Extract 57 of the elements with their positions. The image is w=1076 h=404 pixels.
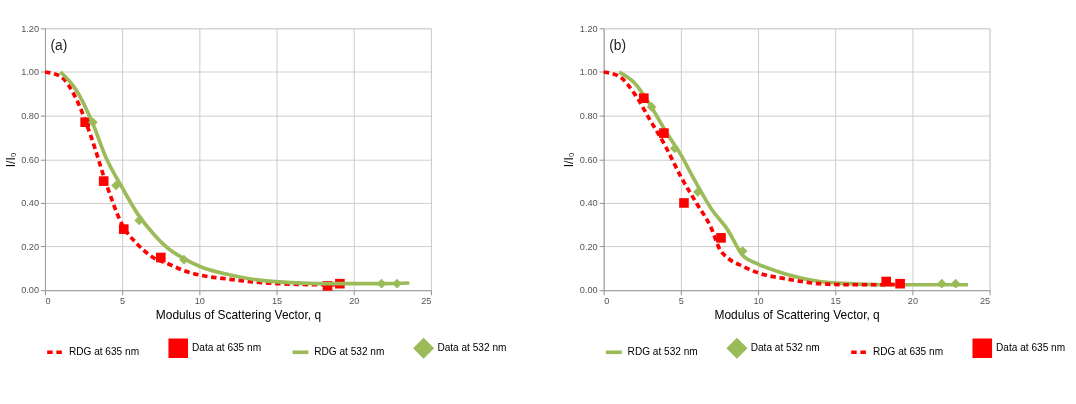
annotation: (b) [609,38,627,54]
point [646,102,657,112]
y-tick-label: 0.00 [21,285,40,296]
y-tick-label: 0.40 [21,198,40,209]
x-tick-label: 0 [604,296,610,307]
x-tick-label: 0 [45,296,51,307]
y-tick-label: 0.80 [579,110,598,121]
y-tick-label: 0.20 [579,241,598,252]
y-tick-label: 0.40 [579,198,598,209]
y-tick-label: 1.00 [21,67,40,78]
legend-label: RDG at 635 nm [872,346,944,358]
x-tick-label: 5 [120,296,126,307]
point [111,180,121,191]
point [950,278,961,289]
annotation: (a) [50,38,68,54]
x-tick-label: 10 [194,296,205,307]
legend-label: Data at 635 nm [996,342,1066,354]
x-tick-label: 5 [678,296,684,307]
point [155,252,166,263]
point [392,278,402,289]
y-axis-title: I/I₀ [562,152,577,168]
point [936,278,947,289]
point [80,117,90,128]
legend-label: RDG at 532 nm [627,346,698,358]
x-tick-label: 15 [271,296,283,307]
x-axis-title: Modulus of Scattering Vector, q [155,308,322,323]
point [659,128,669,138]
legend-label: RDG at 635 nm [68,346,140,358]
line-series [617,70,970,287]
point [179,254,189,265]
point [639,93,649,104]
y-tick-label: 1.20 [21,23,40,34]
y-tick-label: 0.80 [21,110,40,121]
y-tick-label: 1.00 [579,67,598,78]
point [881,276,892,287]
y-axis-title: I/I₀ [3,152,18,168]
legend-label: Data at 635 nm [192,342,262,354]
legend-label: Data at 532 nm [437,342,507,354]
y-tick-label: 0.60 [579,154,598,165]
legend-label: RDG at 532 nm [314,346,385,358]
x-tick-label: 20 [907,296,918,307]
x-tick-label: 25 [421,296,432,307]
x-tick-label: 15 [830,296,841,307]
point [118,224,129,234]
point [895,278,905,289]
y-tick-label: 0.00 [579,285,598,296]
point [716,233,726,243]
x-tick-label: 10 [753,296,764,307]
legend-label: Data at 532 nm [750,342,820,354]
x-axis-title: Modulus of Scattering Vector, q [714,308,880,323]
x-tick-label: 20 [349,296,360,307]
point [98,176,109,186]
y-tick-label: 1.20 [579,23,598,34]
y-tick-label: 0.60 [21,154,40,165]
point [679,198,689,208]
y-tick-label: 0.20 [21,241,40,252]
x-tick-label: 25 [979,296,991,307]
